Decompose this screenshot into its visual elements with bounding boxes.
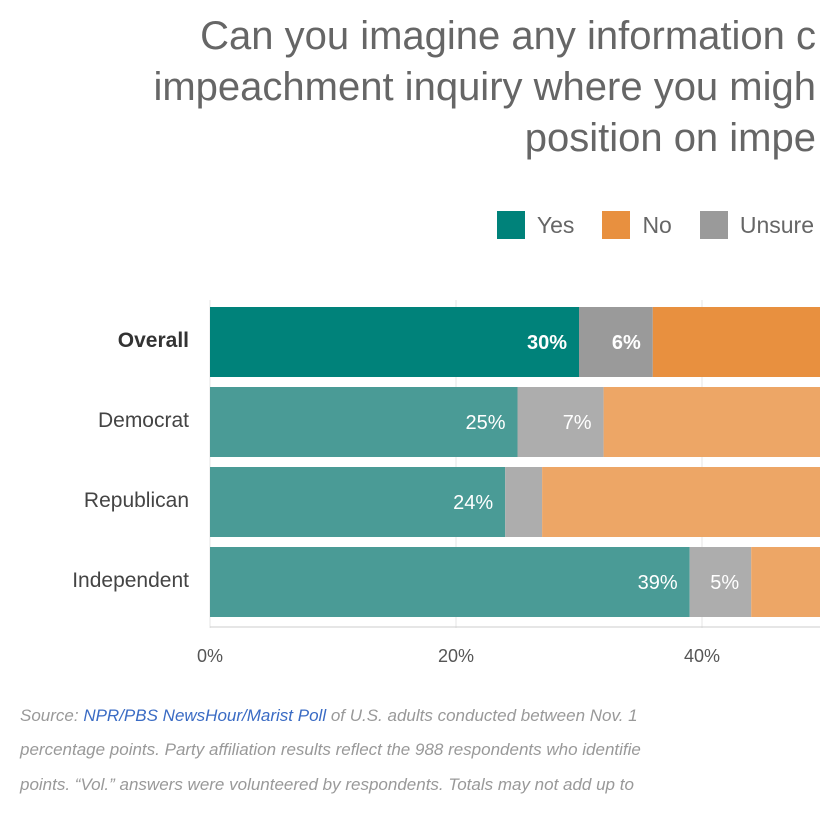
- legend-no: No: [602, 211, 672, 239]
- bar-yes-independent: [210, 547, 690, 617]
- source-link[interactable]: NPR/PBS NewsHour/Marist Poll: [83, 706, 327, 725]
- bar-no-republican: [542, 467, 820, 537]
- legend: Yes No Unsure: [469, 211, 814, 239]
- legend-label-yes: Yes: [536, 211, 575, 238]
- legend-unsure: Unsure: [699, 211, 814, 239]
- bar-no-democrat: [603, 387, 820, 457]
- bar-chart: 0% 20% 40% 30% 6% 25% 7% 24% 39% 5%: [197, 300, 820, 666]
- data-label: 30%: [527, 332, 567, 354]
- legend-swatch-unsure: [699, 211, 728, 239]
- data-label: 39%: [638, 572, 678, 594]
- bar-unsure-democrat: [517, 387, 604, 457]
- x-tick-label: 20%: [438, 646, 474, 666]
- x-tick-label: 0%: [197, 646, 223, 666]
- legend-label-unsure: Unsure: [739, 211, 814, 238]
- bar-unsure-overall: [579, 307, 653, 377]
- footer-line-3: points. “Vol.” answers were volunteered …: [20, 775, 634, 794]
- bar-yes-democrat: [210, 387, 518, 457]
- title-line-1: Can you imagine any information c: [200, 14, 816, 58]
- category-label-overall: Overall: [117, 329, 189, 352]
- bar-no-independent: [751, 547, 820, 617]
- data-label: 5%: [710, 572, 739, 594]
- legend-swatch-yes: [496, 211, 525, 239]
- bar-yes-republican: [210, 467, 506, 537]
- legend-label-no: No: [642, 211, 672, 238]
- category-label-independent: Independent: [72, 569, 189, 592]
- bar-unsure-independent: [689, 547, 752, 617]
- bar-yes-overall: [210, 307, 579, 377]
- data-label: 7%: [563, 412, 592, 434]
- footer-line-1: Source: NPR/PBS NewsHour/Marist Poll of …: [20, 706, 638, 726]
- title-line-3: position on impe: [524, 116, 816, 160]
- footer-line-2: percentage points. Party affiliation res…: [20, 740, 641, 759]
- footer-line-1-rest: of U.S. adults conducted between Nov. 1: [326, 706, 638, 725]
- title-line-2: impeachment inquiry where you migh: [153, 65, 816, 109]
- data-label: 6%: [612, 332, 641, 354]
- legend-yes: Yes: [496, 211, 575, 239]
- x-tick-label: 40%: [684, 646, 720, 666]
- legend-swatch-no: [602, 211, 631, 239]
- data-label: 25%: [465, 412, 505, 434]
- category-label-democrat: Democrat: [97, 409, 189, 432]
- bar-no-overall: [652, 307, 820, 377]
- footer-source-prefix: Source:: [20, 706, 84, 725]
- category-label-republican: Republican: [83, 489, 189, 512]
- bar-unsure-republican: [505, 467, 543, 537]
- data-label: 24%: [453, 492, 493, 514]
